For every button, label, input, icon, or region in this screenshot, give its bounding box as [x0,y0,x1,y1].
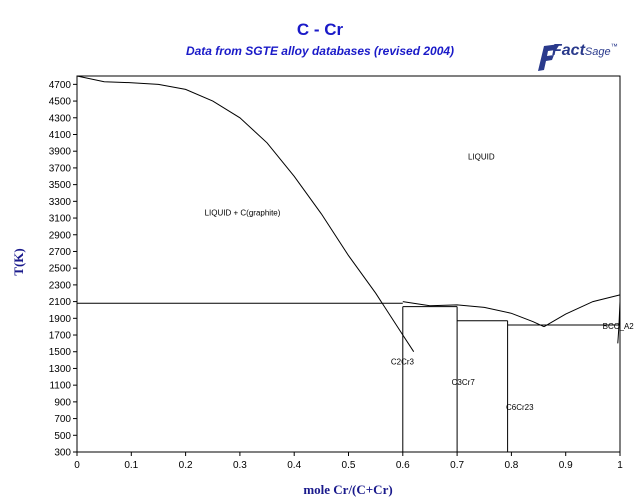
logo-wordmark: FactSage™ [552,42,618,60]
y-tick-label: 3300 [49,197,72,208]
y-tick-label: 2700 [49,247,72,258]
y-tick-label: 1300 [49,364,72,375]
y-tick-label: 3500 [49,180,72,191]
x-tick-label: 0.6 [396,460,410,471]
x-tick-label: 0.3 [233,460,247,471]
region-label: C2Cr3 [391,357,415,366]
y-tick-label: 2100 [49,297,72,308]
y-tick-label: 700 [54,414,71,425]
region-label: C3Cr7 [452,378,476,387]
y-tick-label: 900 [54,397,71,408]
x-tick-label: 0.2 [179,460,193,471]
y-tick-label: 2500 [49,264,72,275]
x-axis-title: mole Cr/(C+Cr) [303,482,392,497]
y-tick-label: 4700 [49,80,72,91]
y-tick-label: 500 [54,431,71,442]
plot-border [76,75,621,453]
x-tick-label: 0.8 [504,460,518,471]
x-tick-label: 0.9 [559,460,573,471]
y-tick-label: 1900 [49,314,72,325]
x-tick-label: 1 [617,460,623,471]
y-tick-label: 2900 [49,230,72,241]
y-tick-label: 3900 [49,147,72,158]
x-tick-label: 0 [74,460,80,471]
x-axis-ticks: 0 0.1 0.2 0.3 0.4 0.5 0.6 0.7 0.8 0.9 1 [74,452,623,471]
x-tick-label: 0.5 [342,460,356,471]
y-tick-label: 1700 [49,331,72,342]
series-line-liquidus [402,301,545,328]
x-tick-label: 0.1 [124,460,138,471]
y-tick-label: 300 [54,448,71,459]
series-line-solvus [617,301,621,344]
region-label: LIQUID [468,153,495,162]
y-axis-ticks: 300 500 700 900 1100 1300 1500 1700 1900 2100 2300… [49,80,77,459]
annotation-layer: LIQUID LIQUID + C(graphite) C2Cr3 C3Cr7 C6Cr… [205,153,635,413]
y-tick-label: 3700 [49,163,72,174]
region-label: LIQUID + C(graphite) [205,209,281,218]
chart-title: C - Cr [296,20,344,39]
region-label: C6Cr23 [506,403,534,412]
plot-frame [76,75,621,453]
logo-brand-bold: Fact [552,42,585,59]
y-tick-label: 4500 [49,97,72,108]
logo-trademark: ™ [610,43,618,51]
series-line-liquidus [76,75,415,352]
y-tick-label: 4100 [49,130,72,141]
y-tick-label: 3100 [49,214,72,225]
y-tick-label: 1500 [49,347,72,358]
x-tick-label: 0.7 [450,460,464,471]
y-tick-label: 1100 [49,381,71,392]
factsage-logo-icon [538,44,560,71]
y-axis-title: T(K) [11,248,26,275]
y-tick-label: 4300 [49,113,72,124]
series-line-liquidus [543,294,621,328]
series-layer [76,75,621,452]
logo-brand-light: Sage [584,46,611,58]
region-label: BCC_A2 [603,322,635,331]
y-tick-label: 2300 [49,280,72,291]
chart-subtitle: Data from SGTE alloy databases (revised … [185,44,455,58]
factsage-logo: FactSage™ [538,40,622,74]
x-tick-label: 0.4 [287,460,301,471]
